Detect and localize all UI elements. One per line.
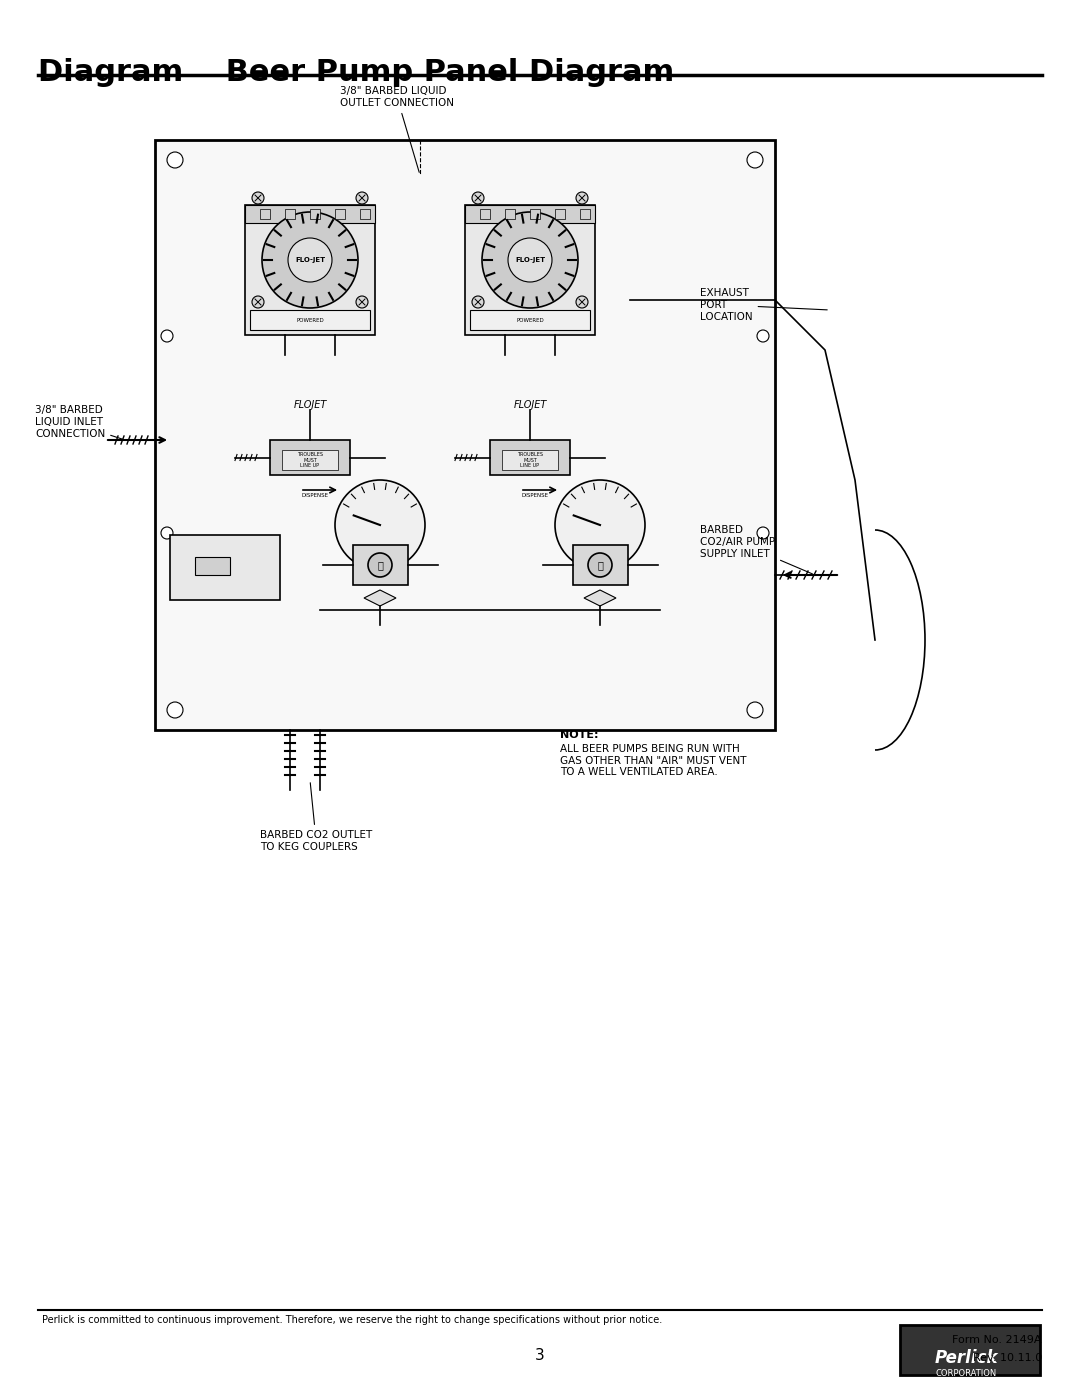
Circle shape xyxy=(482,212,578,307)
Circle shape xyxy=(472,191,484,204)
Bar xyxy=(900,1324,1040,1375)
Bar xyxy=(282,450,338,469)
Bar xyxy=(530,210,540,219)
Text: 3/8" BARBED LIQUID
OUTLET CONNECTION: 3/8" BARBED LIQUID OUTLET CONNECTION xyxy=(340,87,454,172)
Text: Perlick: Perlick xyxy=(935,1350,999,1368)
Circle shape xyxy=(472,296,484,307)
Bar xyxy=(156,140,775,731)
Bar xyxy=(505,210,515,219)
Circle shape xyxy=(161,330,173,342)
Circle shape xyxy=(588,553,612,577)
Circle shape xyxy=(288,237,332,282)
Circle shape xyxy=(356,296,368,307)
Bar xyxy=(480,210,490,219)
Text: POWERED: POWERED xyxy=(296,317,324,323)
Text: DISPENSE: DISPENSE xyxy=(522,493,549,497)
Bar xyxy=(260,210,270,219)
Circle shape xyxy=(555,481,645,570)
Text: POWERED: POWERED xyxy=(516,317,544,323)
Text: CORPORATION: CORPORATION xyxy=(935,1369,996,1379)
Text: 3/8" BARBED
LIQUID INLET
CONNECTION: 3/8" BARBED LIQUID INLET CONNECTION xyxy=(35,405,122,439)
Text: Ⓔ: Ⓔ xyxy=(597,560,603,570)
Text: 3: 3 xyxy=(535,1348,545,1362)
Text: DISPENSE: DISPENSE xyxy=(301,493,328,497)
Circle shape xyxy=(747,152,762,168)
Text: Perlick is committed to continuous improvement. Therefore, we reserve the right : Perlick is committed to continuous impro… xyxy=(42,1315,662,1324)
Circle shape xyxy=(356,191,368,204)
Bar xyxy=(470,310,590,330)
Text: TROUBLES
MUST
LINE UP: TROUBLES MUST LINE UP xyxy=(297,451,323,468)
Circle shape xyxy=(576,191,588,204)
Text: TROUBLES
MUST
LINE UP: TROUBLES MUST LINE UP xyxy=(517,451,543,468)
Text: BARBED
CO2/AIR PUMP
SUPPLY INLET: BARBED CO2/AIR PUMP SUPPLY INLET xyxy=(700,525,812,574)
Circle shape xyxy=(335,481,426,570)
Bar xyxy=(360,210,370,219)
Circle shape xyxy=(368,553,392,577)
Circle shape xyxy=(252,296,264,307)
Text: FLOJET: FLOJET xyxy=(513,400,546,409)
Bar xyxy=(270,440,350,475)
Bar xyxy=(335,210,345,219)
Text: EXHAUST
PORT
LOCATION: EXHAUST PORT LOCATION xyxy=(700,288,827,321)
Polygon shape xyxy=(364,590,396,606)
Bar xyxy=(245,205,375,335)
Circle shape xyxy=(747,703,762,718)
Bar xyxy=(555,210,565,219)
Text: ALL BEER PUMPS BEING RUN WITH
GAS OTHER THAN "AIR" MUST VENT
TO A WELL VENTILATE: ALL BEER PUMPS BEING RUN WITH GAS OTHER … xyxy=(561,745,746,777)
Bar xyxy=(572,545,627,585)
Circle shape xyxy=(757,527,769,539)
Bar xyxy=(352,545,407,585)
Bar xyxy=(580,210,590,219)
Bar xyxy=(249,310,370,330)
Text: FLO-JET: FLO-JET xyxy=(295,257,325,263)
Bar xyxy=(285,210,295,219)
Bar xyxy=(502,450,558,469)
Circle shape xyxy=(508,237,552,282)
Circle shape xyxy=(252,191,264,204)
Polygon shape xyxy=(584,590,616,606)
Text: FLO-JET: FLO-JET xyxy=(515,257,545,263)
Circle shape xyxy=(161,527,173,539)
Bar xyxy=(465,205,595,335)
Bar xyxy=(465,205,595,224)
Text: Form No. 2149A: Form No. 2149A xyxy=(953,1336,1042,1345)
Circle shape xyxy=(576,296,588,307)
Text: BARBED CO2 OUTLET
TO KEG COUPLERS: BARBED CO2 OUTLET TO KEG COUPLERS xyxy=(260,782,373,852)
Circle shape xyxy=(167,703,183,718)
Bar xyxy=(195,557,230,576)
Bar xyxy=(490,440,570,475)
Text: Ⓔ: Ⓔ xyxy=(377,560,383,570)
Circle shape xyxy=(167,152,183,168)
Bar xyxy=(310,210,320,219)
Text: Diagram    Beer Pump Panel Diagram: Diagram Beer Pump Panel Diagram xyxy=(38,59,674,87)
Circle shape xyxy=(757,330,769,342)
Text: NOTE:: NOTE: xyxy=(561,731,598,740)
Circle shape xyxy=(262,212,357,307)
Bar xyxy=(170,535,280,599)
Bar xyxy=(245,205,375,224)
Text: FLOJET: FLOJET xyxy=(294,400,326,409)
Text: Rev. 10.11.0: Rev. 10.11.0 xyxy=(973,1354,1042,1363)
